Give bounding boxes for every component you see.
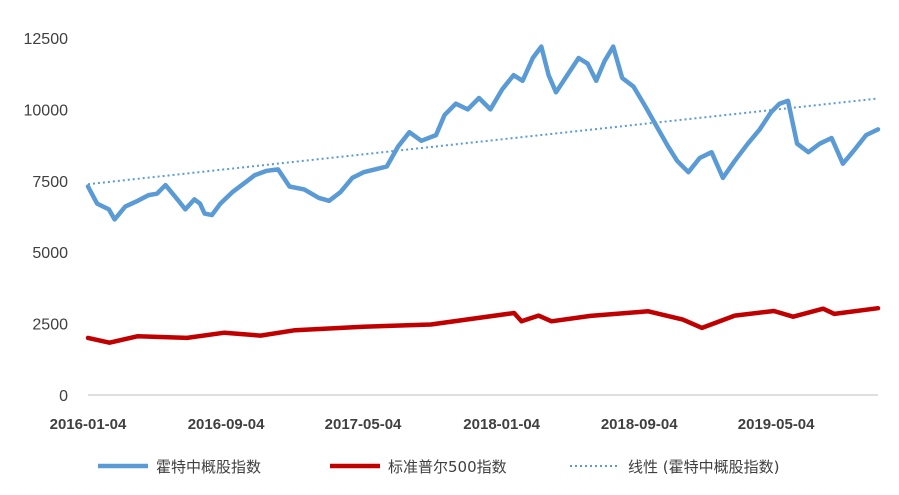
legend: 霍特中概股指数 标准普尔500指数 线性 (霍特中概股指数) bbox=[98, 458, 779, 476]
series-line-1 bbox=[85, 305, 881, 345]
x-tick-label: 2018-01-04 bbox=[463, 416, 540, 433]
legend-label-2: 线性 (霍特中概股指数) bbox=[628, 458, 779, 476]
y-tick-label: 7500 bbox=[32, 174, 68, 191]
legend-label-0: 霍特中概股指数 bbox=[156, 458, 261, 476]
y-tick-label: 0 bbox=[59, 388, 68, 405]
y-tick-label: 2500 bbox=[32, 317, 68, 334]
x-tick-label: 2017-05-04 bbox=[325, 416, 402, 433]
legend-label-1: 标准普尔500指数 bbox=[388, 458, 507, 476]
x-tick-label: 2019-05-04 bbox=[738, 416, 815, 433]
x-tick-label: 2016-01-04 bbox=[50, 416, 127, 433]
series-layer bbox=[85, 44, 881, 345]
x-tick-label: 2016-09-04 bbox=[188, 416, 265, 433]
y-axis-ticks: 0 2500 5000 7500 10000 12500 bbox=[24, 31, 69, 405]
y-tick-label: 10000 bbox=[24, 102, 69, 119]
series-line-2 bbox=[87, 97, 879, 186]
y-tick-label: 5000 bbox=[32, 245, 68, 262]
series-line-0 bbox=[85, 44, 881, 222]
x-tick-label: 2018-09-04 bbox=[601, 416, 678, 433]
x-axis-ticks: 2016-01-04 2016-09-04 2017-05-04 2018-01-04… bbox=[50, 416, 816, 433]
y-tick-label: 12500 bbox=[24, 31, 69, 48]
